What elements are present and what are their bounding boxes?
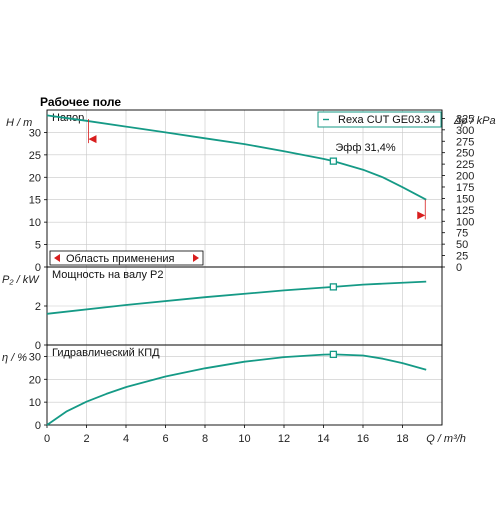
y-tick-label: 10 — [29, 397, 41, 409]
x-tick-label: 16 — [357, 433, 369, 445]
y-axis-label: H / m — [6, 117, 32, 129]
y-right-tick-label: 0 — [456, 262, 462, 274]
y-right-tick-label: 250 — [456, 148, 474, 160]
panel-title: Мощность на валу P2 — [52, 269, 164, 281]
y-tick-label: 0 — [35, 340, 41, 352]
y-right-tick-label: 225 — [456, 159, 474, 171]
y-tick-label: 30 — [29, 127, 41, 139]
y-tick-label: 0 — [35, 420, 41, 432]
y-right-tick-label: 100 — [456, 216, 474, 228]
x-tick-label: 10 — [238, 433, 250, 445]
x-tick-label: 2 — [83, 433, 89, 445]
series-line-efficiency — [46, 353, 427, 426]
y-tick-label: 25 — [29, 150, 41, 162]
y-axis-label: P₂ / kW — [2, 274, 40, 286]
y-right-tick-label: 200 — [456, 171, 474, 183]
y-right-tick-label: 150 — [456, 193, 474, 205]
page-title: Рабочее поле — [40, 95, 121, 109]
operating-range-box — [49, 250, 204, 266]
range-max-marker — [417, 211, 426, 220]
operating-point-marker — [329, 157, 338, 165]
y-right-tick-label: 175 — [456, 182, 474, 194]
y-right-tick-label: 125 — [456, 205, 474, 217]
y-tick-label: 10 — [29, 217, 41, 229]
y-tick-label: 2 — [35, 301, 41, 313]
x-tick-label: 18 — [396, 433, 408, 445]
y-tick-label: 30 — [29, 351, 41, 363]
x-tick-label: 14 — [317, 433, 329, 445]
y-tick-label: 20 — [29, 172, 41, 184]
range-min-marker — [88, 135, 97, 144]
panel-title: Гидравлический КПД — [52, 347, 160, 359]
y-right-tick-label: 25 — [456, 251, 468, 263]
x-tick-label: 8 — [202, 433, 208, 445]
operating-point-marker — [329, 350, 338, 359]
y-tick-label: 0 — [35, 262, 41, 274]
y-right-tick-label: 300 — [456, 125, 474, 137]
y-right-tick-label: 275 — [456, 136, 474, 148]
y-axis-label: η / % — [2, 352, 27, 364]
y-right-tick-label: 325 — [456, 113, 474, 125]
y-right-tick-label: 50 — [456, 239, 468, 251]
x-axis-label: Q / m³/h — [426, 433, 466, 445]
operating-range-label: Область применения — [66, 253, 175, 265]
operating-point-marker — [329, 283, 338, 291]
y-right-tick-label: 75 — [456, 228, 468, 240]
y-tick-label: 20 — [29, 374, 41, 386]
operating-range-arrow-right — [193, 254, 199, 262]
series-line-power — [46, 280, 427, 315]
x-tick-label: 0 — [44, 433, 50, 445]
y-axis-right-label: Δp / kPa — [453, 115, 496, 127]
x-tick-label: 4 — [123, 433, 129, 445]
legend-box — [317, 111, 442, 128]
x-tick-label: 12 — [278, 433, 290, 445]
legend-entry: Rexa CUT GE03.34 — [338, 114, 436, 126]
y-tick-label: 15 — [29, 195, 41, 207]
efficiency-annotation: Эфф 31,4% — [335, 142, 395, 154]
operating-range-arrow-left — [54, 254, 60, 262]
series-line-head — [46, 114, 427, 201]
x-tick-label: 6 — [162, 433, 168, 445]
y-tick-label: 5 — [35, 240, 41, 252]
